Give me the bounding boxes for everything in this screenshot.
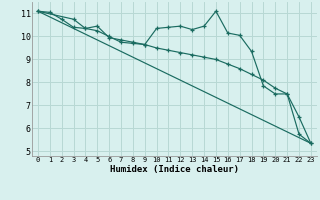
X-axis label: Humidex (Indice chaleur): Humidex (Indice chaleur) xyxy=(110,165,239,174)
